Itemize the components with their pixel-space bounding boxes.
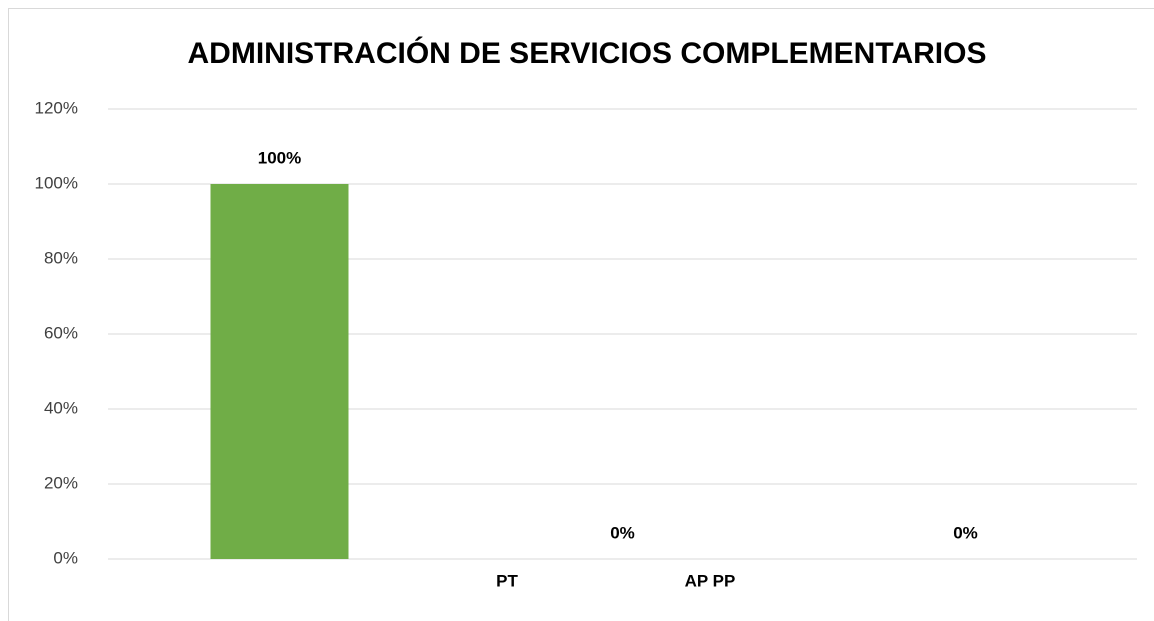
y-tick-label: 20% — [44, 473, 78, 492]
y-tick-label: 0% — [53, 548, 78, 567]
value-label: 0% — [610, 523, 635, 542]
y-tick-label: 80% — [44, 248, 78, 267]
y-tick-label: 40% — [44, 398, 78, 417]
chart-border — [8, 8, 1154, 621]
value-label: 0% — [953, 523, 978, 542]
chart-title: ADMINISTRACIÓN DE SERVICIOS COMPLEMENTAR… — [188, 36, 987, 70]
y-tick-label: 100% — [35, 173, 78, 192]
annotation: AP PP — [685, 571, 736, 590]
value-label: 100% — [258, 148, 301, 167]
y-tick-label: 120% — [35, 98, 78, 117]
annotation: PT — [496, 571, 518, 590]
bar — [210, 184, 349, 559]
y-tick-label: 60% — [44, 323, 78, 342]
